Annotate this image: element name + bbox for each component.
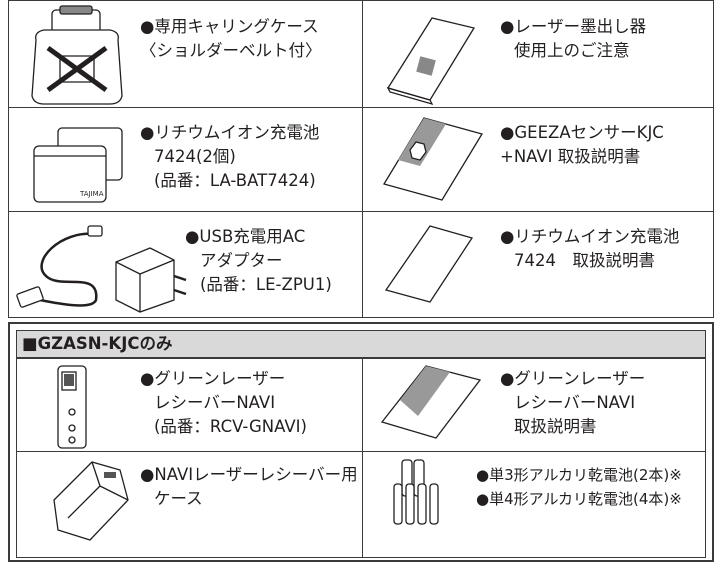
item-text: レシーバーNAVI (514, 393, 636, 412)
column-divider (362, 358, 363, 558)
item-text: 7424 取扱説明書 (514, 251, 655, 270)
item-text: ●グリーンレーザー (140, 369, 286, 388)
item-text: ●NAVIレーザーレシーバー用 (140, 465, 358, 484)
manual-icon (386, 17, 476, 106)
item-text: ●専用キャリングケース (140, 17, 319, 36)
item-text: ●GEEZAセンサーKJC (500, 123, 664, 142)
manual-icon (382, 117, 484, 201)
pouch-icon (53, 461, 129, 541)
item-text: ●単4形アルカリ乾電池(4本)※ (476, 490, 682, 508)
column-divider (362, 0, 363, 318)
item-text: ケース (154, 489, 203, 508)
section-header (16, 330, 706, 358)
item-text: ●レーザー墨出し器 (500, 17, 647, 36)
adapter-icon (16, 225, 187, 313)
item-text: (品番：RCV-GNAVI) (154, 417, 307, 436)
table-border (8, 0, 714, 318)
battery-icon: TAJIMA (33, 127, 123, 203)
item-text: (品番：LA-BAT7424) (154, 171, 316, 190)
svg-text:TAJIMA: TAJIMA (79, 190, 104, 198)
item-text: ●USB充電用AC (185, 227, 306, 246)
page: ■GZASN-KJCのみ ●専用キャリングケース 〈ショルダーベルト付〉 ●レー… (8, 0, 714, 562)
item-text: +NAVI 取扱説明書 (500, 147, 641, 166)
item-text: レシーバーNAVI (154, 393, 276, 412)
item-text: ●リチウムイオン充電池 (500, 227, 680, 246)
illustrations: TAJIMA (16, 5, 484, 541)
receiver-icon (57, 365, 87, 449)
item-text: 7424(2個) (154, 147, 236, 166)
item-text: 〈ショルダーベルト付〉 (140, 41, 322, 60)
section-title: ■GZASN-KJCのみ (22, 334, 173, 353)
cells-icon (393, 459, 439, 525)
row-divider (8, 211, 714, 212)
row-divider (8, 107, 714, 108)
item-text: (品番：LE-ZPU1) (200, 275, 332, 294)
manual-icon (380, 365, 482, 439)
item-text: ●リチウムイオン充電池 (140, 123, 320, 142)
item-text: 使用上のご注意 (514, 41, 630, 60)
item-text: 取扱説明書 (514, 417, 597, 436)
item-text: ●単3形アルカリ乾電池(2本)※ (476, 466, 682, 484)
item-text: アダプター (200, 251, 283, 270)
case-icon (31, 5, 123, 105)
item-text: ●グリーンレーザー (500, 369, 646, 388)
row-divider (16, 451, 706, 452)
manual-icon (384, 225, 474, 303)
